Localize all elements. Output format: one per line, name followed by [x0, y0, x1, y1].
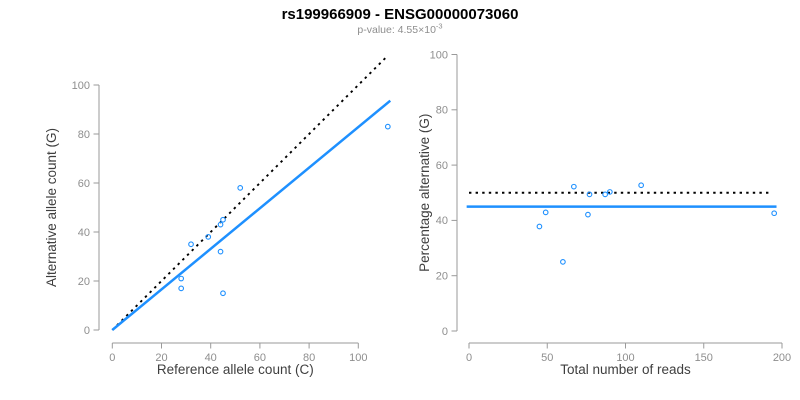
- data-point: [217, 221, 224, 228]
- data-point: [638, 182, 645, 189]
- x-tick-label: 0: [466, 352, 472, 364]
- data-point: [606, 189, 613, 195]
- plot-subtitle: p-value: 4.55×10-3: [0, 21, 800, 37]
- x-tick-label: 50: [541, 352, 553, 364]
- data-point: [178, 285, 185, 292]
- fit-line: [111, 99, 392, 331]
- data-point: [585, 211, 591, 218]
- y-tick-label: 60: [436, 160, 448, 172]
- data-point: [602, 191, 609, 198]
- x-axis-label: Reference allele count (C): [157, 362, 314, 377]
- y-tick-label: 80: [78, 129, 90, 141]
- x-tick-label: 150: [695, 352, 713, 364]
- expected-line: [111, 54, 389, 331]
- x-tick-label: 100: [616, 352, 634, 364]
- x-tick-label: 60: [254, 352, 266, 364]
- x-tick-label: 20: [155, 352, 167, 364]
- x-tick-label: 80: [303, 352, 315, 364]
- y-tick-label: 60: [78, 178, 90, 190]
- data-point: [205, 234, 212, 240]
- data-point: [217, 248, 224, 255]
- data-point: [586, 191, 593, 198]
- y-tick-label: 0: [84, 325, 90, 337]
- y-tick-label: 0: [442, 326, 448, 338]
- y-axis-label: Alternative allele count (G): [44, 128, 59, 287]
- data-point: [384, 123, 391, 130]
- data-point: [771, 210, 778, 217]
- data-point: [237, 185, 244, 191]
- left-chart: 0 20 40 60 80 100 0 20 40 60 80 100 Reference allele…: [44, 54, 392, 377]
- data-point: [178, 275, 185, 282]
- data-point: [542, 209, 549, 216]
- data-point: [188, 241, 194, 248]
- x-tick-label: 200: [773, 352, 791, 364]
- data-point: [571, 183, 577, 190]
- figure-header: rs199966909 - ENSG00000073060 p-value: 4…: [0, 6, 800, 37]
- data-point: [536, 223, 543, 230]
- y-tick-label: 40: [436, 215, 448, 227]
- y-axis-label: Percentage alternative (G): [417, 114, 432, 272]
- x-tick-label: 40: [205, 352, 217, 364]
- data-point: [560, 259, 566, 265]
- pvalue-exponent: -3: [435, 21, 443, 31]
- plot-title: rs199966909 - ENSG00000073060: [281, 6, 519, 23]
- pvalue-text: p-value: 4.55×10: [357, 24, 436, 36]
- x-tick-label: 100: [349, 352, 367, 364]
- data-point: [220, 216, 226, 223]
- y-tick-label: 20: [78, 276, 90, 288]
- x-tick-label: 0: [109, 352, 115, 364]
- y-tick-label: 40: [78, 227, 90, 239]
- y-tick-label: 100: [430, 49, 448, 61]
- y-tick-label: 80: [436, 105, 448, 117]
- y-tick-label: 20: [436, 271, 448, 283]
- x-axis-label: Total number of reads: [560, 362, 691, 377]
- data-point: [220, 290, 226, 297]
- y-tick-label: 100: [72, 80, 90, 92]
